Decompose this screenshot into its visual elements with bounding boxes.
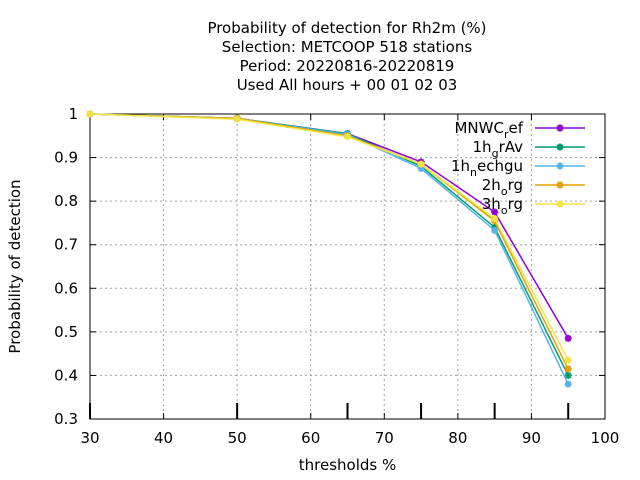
x-axis: 30 40 50 60 70 80 90 100 [80, 114, 619, 447]
title-line: Period: 20220816-20220819 [240, 57, 455, 75]
y-axis: 0.3 0.4 0.5 0.6 0.7 0.8 0.9 1 [54, 105, 605, 428]
data-point [564, 365, 572, 373]
y-tick-label: 0.3 [54, 410, 78, 428]
legend-marker [556, 181, 564, 189]
data-point [491, 226, 499, 234]
data-point [86, 110, 94, 118]
y-tick-label: 0.9 [54, 149, 78, 167]
data-point [491, 215, 499, 223]
x-tick-label: 50 [228, 429, 247, 447]
x-tick-label: 100 [591, 429, 620, 447]
x-tick-label: 70 [375, 429, 394, 447]
grid [90, 114, 605, 419]
data-point [564, 356, 572, 364]
x-axis-label: thresholds % [299, 456, 396, 474]
y-tick-label: 0.8 [54, 192, 78, 210]
y-tick-label: 1 [68, 105, 78, 123]
title-line: Selection: METCOOP 518 stations [222, 38, 473, 56]
data-point [491, 208, 499, 216]
x-tick-label: 40 [154, 429, 173, 447]
legend-marker [556, 143, 564, 151]
legend-label: 3horg [482, 195, 523, 217]
series-line-3h-org [89, 113, 569, 361]
legend-marker [556, 200, 564, 208]
legend-label: 1hnechgu [451, 157, 523, 179]
data-point [564, 371, 572, 379]
y-axis-label: Probability of detection [6, 179, 24, 353]
plot-frame [89, 113, 606, 420]
bottom-threshold-ticks [89, 403, 570, 419]
legend-label: MNWCref [454, 119, 523, 141]
data-point [344, 133, 351, 141]
legend-label: 2horg [482, 176, 523, 198]
series-layer [86, 110, 572, 388]
y-tick-label: 0.6 [54, 279, 78, 297]
x-tick-label: 30 [80, 429, 99, 447]
chart-title: Probability of detection for Rh2m (%)Sel… [207, 19, 486, 94]
y-tick-label: 0.7 [54, 236, 78, 254]
data-point [233, 115, 241, 123]
x-tick-label: 80 [448, 429, 467, 447]
title-line: Used All hours + 00 01 02 03 [237, 76, 458, 94]
legend-marker [556, 162, 564, 170]
x-tick-label: 60 [301, 429, 320, 447]
title-line: Probability of detection for Rh2m (%) [207, 19, 486, 37]
y-tick-label: 0.5 [54, 323, 78, 341]
data-point [564, 334, 572, 342]
legend-marker [556, 124, 564, 132]
legend-label: 1hgrAv [473, 138, 524, 160]
y-tick-label: 0.4 [54, 366, 78, 384]
data-point [564, 380, 572, 388]
x-tick-label: 90 [522, 429, 541, 447]
data-point [417, 160, 425, 168]
